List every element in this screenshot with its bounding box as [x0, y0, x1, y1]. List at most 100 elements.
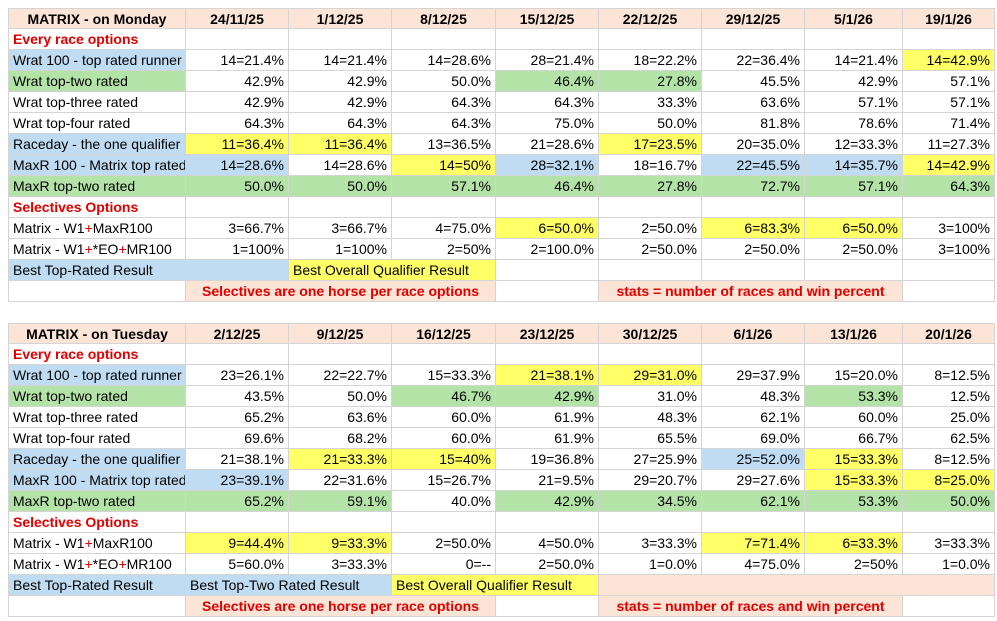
empty-cell — [289, 512, 392, 533]
empty-cell — [903, 512, 995, 533]
plus-sign: + — [84, 556, 93, 572]
value-cell: 64.3% — [392, 92, 496, 113]
value-cell: 18=22.2% — [599, 50, 702, 71]
value-cell: 3=100% — [903, 239, 995, 260]
value-cell: 3=33.3% — [289, 554, 392, 575]
empty-cell — [702, 512, 805, 533]
value-cell: 3=66.7% — [289, 218, 392, 239]
value-cell: 18=16.7% — [599, 155, 702, 176]
value-cell: 65.5% — [599, 428, 702, 449]
section-cell: Selectives Options — [8, 512, 186, 533]
empty-cell — [805, 512, 903, 533]
empty-cell — [903, 197, 995, 218]
value-cell: 3=33.3% — [599, 533, 702, 554]
empty-cell — [702, 344, 805, 365]
value-cell: 27.8% — [599, 71, 702, 92]
value-cell: Best Overall Qualifier Result — [289, 260, 496, 281]
value-cell: 14=42.9% — [903, 155, 995, 176]
empty-cell — [496, 512, 599, 533]
value-cell: 65.2% — [186, 491, 289, 512]
empty-cell — [496, 197, 599, 218]
label-part: MR100 — [126, 556, 172, 572]
value-cell — [496, 281, 599, 302]
value-cell: 14=21.4% — [186, 50, 289, 71]
label-part: Matrix - W1 — [13, 220, 85, 236]
empty-cell — [702, 260, 805, 281]
value-cell: 48.3% — [599, 407, 702, 428]
value-cell: 29=20.7% — [599, 470, 702, 491]
value-cell: 2=50.0% — [496, 554, 599, 575]
value-cell: 4=75.0% — [392, 218, 496, 239]
value-cell: 46.7% — [392, 386, 496, 407]
value-cell: 9=44.4% — [186, 533, 289, 554]
row-label: Raceday - the one qualifier — [8, 449, 186, 470]
value-cell: 2=50% — [805, 554, 903, 575]
label-part: Matrix - W1 — [13, 241, 85, 257]
head-cell: 8/12/25 — [392, 8, 496, 29]
note-cell: stats = number of races and win percent — [599, 281, 903, 302]
head-cell: 20/1/26 — [903, 323, 995, 344]
value-cell: 2=50.0% — [392, 533, 496, 554]
empty-cell — [903, 596, 995, 617]
empty-cell — [186, 29, 289, 50]
head-cell: 19/1/26 — [903, 8, 995, 29]
note-cell: Selectives are one horse per race option… — [186, 596, 496, 617]
empty-cell — [392, 344, 496, 365]
row-label: Wrat 100 - top rated runner — [8, 50, 186, 71]
label-part: Matrix - W1 — [13, 556, 85, 572]
value-cell: 20=35.0% — [702, 134, 805, 155]
value-cell: 4=50.0% — [496, 533, 599, 554]
value-cell — [186, 260, 289, 281]
empty-cell — [805, 260, 903, 281]
empty-cell — [702, 29, 805, 50]
value-cell: 15=33.3% — [805, 449, 903, 470]
value-cell: 53.3% — [805, 491, 903, 512]
value-cell: 12=33.3% — [805, 134, 903, 155]
value-cell: 34.5% — [599, 491, 702, 512]
head-cell: MATRIX - on Tuesday — [8, 323, 186, 344]
value-cell: 50.0% — [289, 176, 392, 197]
empty-cell — [186, 197, 289, 218]
value-cell: 3=100% — [903, 218, 995, 239]
value-cell: 43.5% — [186, 386, 289, 407]
empty-cell — [496, 344, 599, 365]
value-cell: 6=33.3% — [805, 533, 903, 554]
value-cell: 14=28.6% — [392, 50, 496, 71]
empty-cell — [289, 197, 392, 218]
value-cell: 27.8% — [599, 176, 702, 197]
value-cell: 14=35.7% — [805, 155, 903, 176]
value-cell: 64.3% — [186, 113, 289, 134]
empty-cell — [496, 260, 599, 281]
value-cell: 68.2% — [289, 428, 392, 449]
value-cell: 57.1% — [903, 71, 995, 92]
value-cell: 15=33.3% — [805, 470, 903, 491]
value-cell: 46.4% — [496, 176, 599, 197]
value-cell: 62.5% — [903, 428, 995, 449]
row-label: MaxR 100 - Matrix top rated — [8, 470, 186, 491]
value-cell: 61.9% — [496, 428, 599, 449]
value-cell: 72.7% — [702, 176, 805, 197]
value-cell: 14=21.4% — [805, 50, 903, 71]
value-cell: 78.6% — [805, 113, 903, 134]
value-cell: 15=20.0% — [805, 365, 903, 386]
empty-cell — [599, 512, 702, 533]
value-cell: 7=71.4% — [702, 533, 805, 554]
head-cell: 22/12/25 — [599, 8, 702, 29]
plus-sign: + — [118, 241, 127, 257]
head-cell: 15/12/25 — [496, 8, 599, 29]
value-cell: 14=28.6% — [186, 155, 289, 176]
section-cell: Every race options — [8, 29, 186, 50]
value-cell: 50.0% — [186, 176, 289, 197]
row-label: Wrat top-three rated — [8, 92, 186, 113]
value-cell: 29=27.6% — [702, 470, 805, 491]
value-cell: 63.6% — [702, 92, 805, 113]
value-cell: 69.6% — [186, 428, 289, 449]
value-cell: 19=36.8% — [496, 449, 599, 470]
empty-cell — [392, 197, 496, 218]
value-cell: 0=-- — [392, 554, 496, 575]
value-cell: 2=50.0% — [599, 218, 702, 239]
value-cell: 2=50.0% — [805, 239, 903, 260]
head-cell: 24/11/25 — [186, 8, 289, 29]
value-cell: 4=75.0% — [702, 554, 805, 575]
note-cell: stats = number of races and win percent — [599, 596, 903, 617]
